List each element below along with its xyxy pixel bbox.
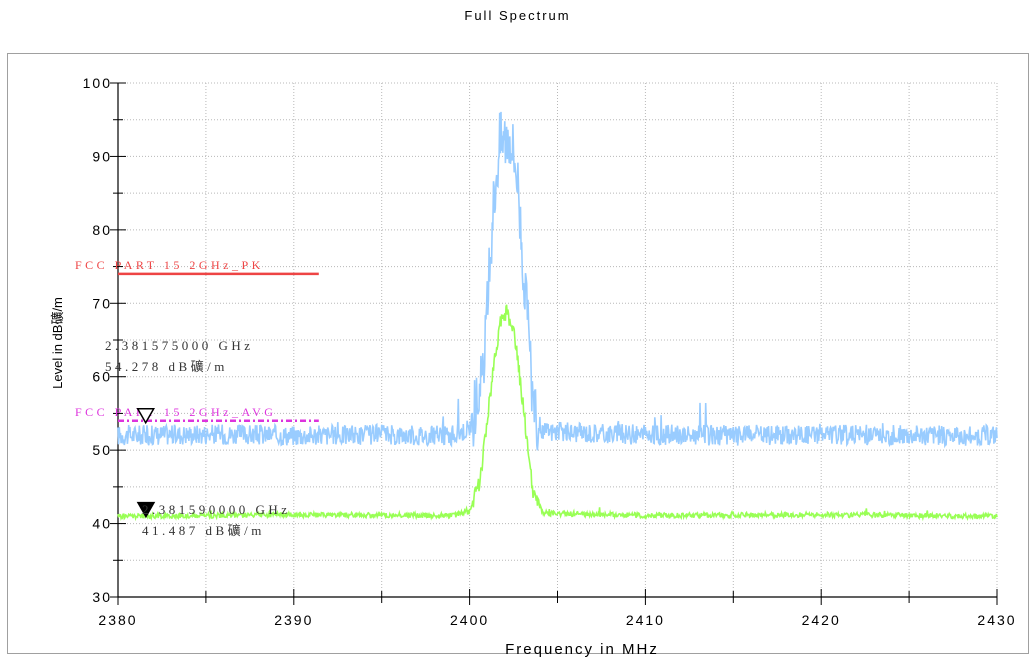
marker-level-label: 54.278 dB礦/m <box>105 359 228 374</box>
series-line <box>117 304 998 522</box>
y-tick-label: 100 <box>83 75 112 91</box>
y-tick-label: 80 <box>92 222 112 238</box>
x-axis-label: Frequency in MHz <box>505 641 659 658</box>
x-tick-label: 2410 <box>626 612 665 628</box>
y-axis-label: Level in dB礦/m <box>50 297 65 389</box>
series-line <box>117 111 998 451</box>
x-tick-label: 2390 <box>274 612 313 628</box>
y-tick-label: 30 <box>92 589 112 605</box>
series-group <box>117 111 998 522</box>
ticks <box>110 82 998 605</box>
limit-line-label: FCC PART 15 2GHz_AVG <box>75 405 276 419</box>
y-tick-label: 70 <box>92 295 112 311</box>
chart-title: Full Spectrum <box>464 8 571 23</box>
y-tick-label: 60 <box>92 369 112 385</box>
x-tick-label: 2400 <box>450 612 489 628</box>
marker-filled-triangle <box>136 501 156 519</box>
chart-frame <box>7 53 1029 654</box>
limit-line-label: FCC PART 15 2GHz_PK <box>75 258 264 272</box>
marker-frequency-label: 2.381575000 GHz <box>105 338 254 353</box>
tick-labels: 2380 2390 2400 2410 2420 2430 30 40 50 60 70 80 90 10… <box>83 75 1016 628</box>
marker-hollow-triangle <box>136 407 155 425</box>
markers: 2.381575000 GHz 54.278 dB礦/m 2.381590000 G… <box>105 338 291 538</box>
x-tick-label: 2430 <box>977 612 1016 628</box>
limit-lines: FCC PART 15 2GHz_PK FCC PART 15 2GHz_AVG <box>75 258 319 423</box>
x-tick-label: 2380 <box>98 612 137 628</box>
y-tick-label: 40 <box>92 516 112 532</box>
y-tick-label: 50 <box>92 442 112 458</box>
marker-frequency-label: 2.381590000 GHz <box>142 502 291 517</box>
y-tick-label: 90 <box>92 148 112 164</box>
x-tick-label: 2420 <box>802 612 841 628</box>
marker-level-label: 41.487 dB礦/m <box>142 523 265 538</box>
